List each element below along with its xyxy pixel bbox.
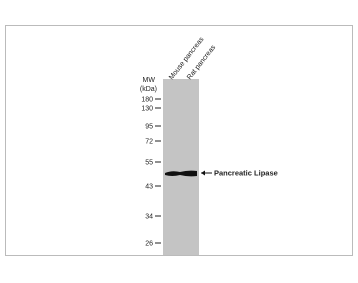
- marker-label: 95: [145, 124, 153, 131]
- marker-label: 26: [145, 241, 153, 248]
- marker-label: 72: [145, 139, 153, 146]
- marker-label: 43: [145, 184, 153, 191]
- blot-figure: MW (kDa) 180130957255433426 Mouse pancre…: [0, 0, 358, 278]
- mw-label: MW: [143, 77, 156, 84]
- marker-label: 180: [141, 97, 153, 104]
- gel-lane: [163, 79, 199, 255]
- mw-unit: (kDa): [140, 86, 157, 93]
- marker-label: 55: [145, 160, 153, 167]
- band-label: Pancreatic Lipase: [214, 169, 278, 178]
- marker-label: 130: [141, 106, 153, 113]
- marker-label: 34: [145, 214, 153, 221]
